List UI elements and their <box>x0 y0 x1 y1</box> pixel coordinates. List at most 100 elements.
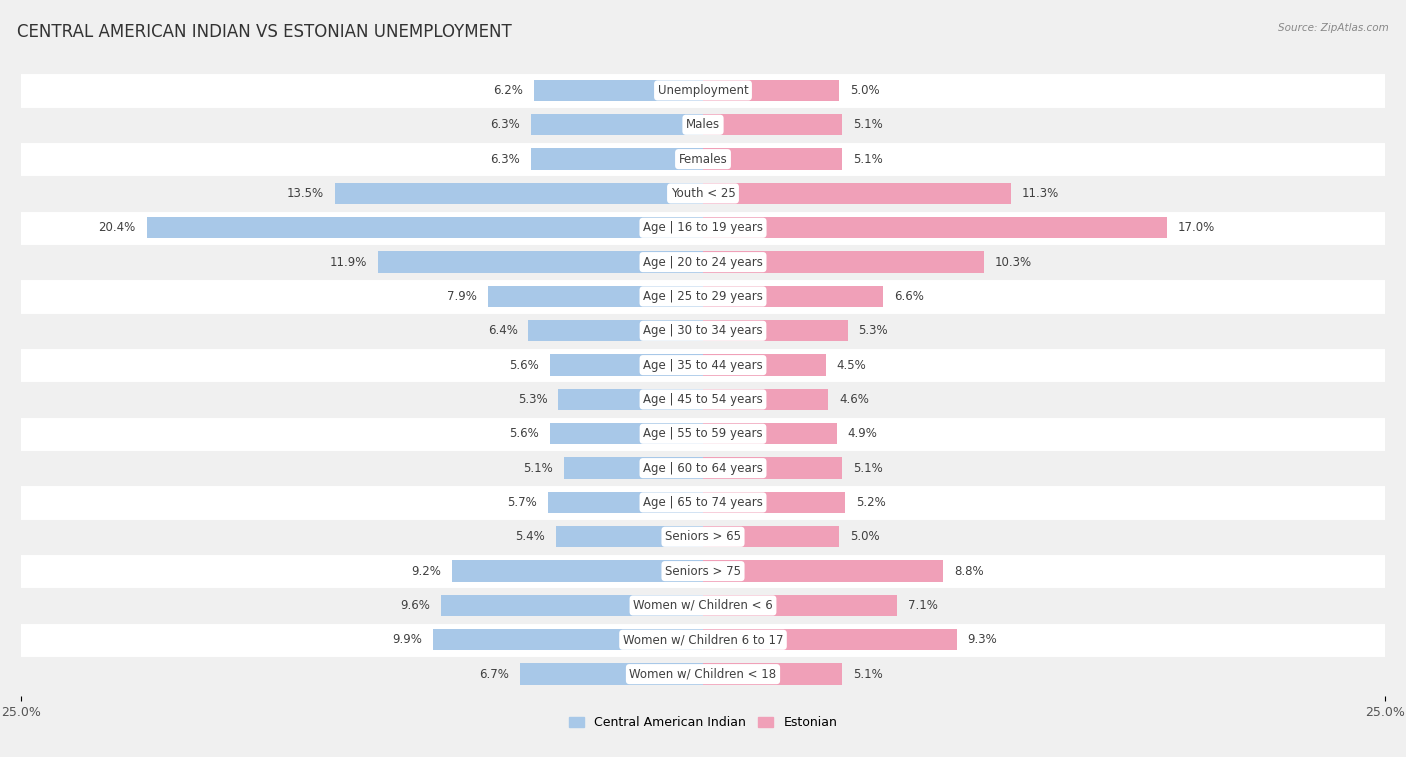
Bar <box>531 148 703 170</box>
Text: 5.1%: 5.1% <box>523 462 553 475</box>
Text: 5.1%: 5.1% <box>853 118 883 131</box>
Text: 7.1%: 7.1% <box>908 599 938 612</box>
Bar <box>453 560 703 582</box>
Bar <box>488 286 703 307</box>
Bar <box>21 210 1385 245</box>
Text: 7.9%: 7.9% <box>447 290 477 303</box>
Text: Age | 45 to 54 years: Age | 45 to 54 years <box>643 393 763 406</box>
Text: Age | 20 to 24 years: Age | 20 to 24 years <box>643 256 763 269</box>
Text: 9.3%: 9.3% <box>967 634 997 646</box>
Text: 6.4%: 6.4% <box>488 324 517 338</box>
Bar <box>703 492 845 513</box>
Bar <box>21 73 1385 107</box>
Text: 5.0%: 5.0% <box>851 531 880 544</box>
Text: Unemployment: Unemployment <box>658 84 748 97</box>
Bar <box>703 560 943 582</box>
Text: 11.9%: 11.9% <box>330 256 367 269</box>
Bar <box>703 629 956 650</box>
Text: Seniors > 75: Seniors > 75 <box>665 565 741 578</box>
Text: Women w/ Children < 18: Women w/ Children < 18 <box>630 668 776 681</box>
Text: Youth < 25: Youth < 25 <box>671 187 735 200</box>
Text: 5.1%: 5.1% <box>853 462 883 475</box>
Text: 10.3%: 10.3% <box>995 256 1032 269</box>
Bar <box>703 595 897 616</box>
Text: Source: ZipAtlas.com: Source: ZipAtlas.com <box>1278 23 1389 33</box>
Text: 4.5%: 4.5% <box>837 359 866 372</box>
Text: 5.2%: 5.2% <box>856 496 886 509</box>
Bar <box>335 182 703 204</box>
Text: 20.4%: 20.4% <box>98 221 135 234</box>
Bar <box>703 148 842 170</box>
Text: 4.6%: 4.6% <box>839 393 869 406</box>
Text: CENTRAL AMERICAN INDIAN VS ESTONIAN UNEMPLOYMENT: CENTRAL AMERICAN INDIAN VS ESTONIAN UNEM… <box>17 23 512 41</box>
Text: 6.2%: 6.2% <box>494 84 523 97</box>
Legend: Central American Indian, Estonian: Central American Indian, Estonian <box>564 711 842 734</box>
Bar <box>555 526 703 547</box>
Bar <box>550 354 703 375</box>
Bar <box>534 79 703 101</box>
Bar <box>703 389 828 410</box>
Text: 6.6%: 6.6% <box>894 290 924 303</box>
Bar <box>564 457 703 478</box>
Bar <box>21 657 1385 691</box>
Bar <box>703 251 984 273</box>
Bar <box>146 217 703 238</box>
Text: 6.3%: 6.3% <box>491 153 520 166</box>
Text: Women w/ Children 6 to 17: Women w/ Children 6 to 17 <box>623 634 783 646</box>
Text: 9.9%: 9.9% <box>392 634 422 646</box>
Bar <box>703 423 837 444</box>
Text: Age | 25 to 29 years: Age | 25 to 29 years <box>643 290 763 303</box>
Bar <box>703 286 883 307</box>
Text: Age | 30 to 34 years: Age | 30 to 34 years <box>643 324 763 338</box>
Text: 4.9%: 4.9% <box>848 427 877 441</box>
Bar <box>703 217 1167 238</box>
Text: Age | 65 to 74 years: Age | 65 to 74 years <box>643 496 763 509</box>
Text: Females: Females <box>679 153 727 166</box>
Bar <box>703 114 842 136</box>
Bar <box>703 526 839 547</box>
Text: 5.6%: 5.6% <box>509 359 540 372</box>
Bar <box>21 588 1385 622</box>
Text: 5.7%: 5.7% <box>508 496 537 509</box>
Text: 5.0%: 5.0% <box>851 84 880 97</box>
Bar <box>441 595 703 616</box>
Bar <box>531 114 703 136</box>
Text: 5.1%: 5.1% <box>853 153 883 166</box>
Bar <box>21 519 1385 554</box>
Text: 6.7%: 6.7% <box>479 668 509 681</box>
Bar <box>21 416 1385 451</box>
Bar <box>21 348 1385 382</box>
Text: Age | 55 to 59 years: Age | 55 to 59 years <box>643 427 763 441</box>
Bar <box>21 451 1385 485</box>
Bar <box>558 389 703 410</box>
Bar <box>703 182 1011 204</box>
Text: 5.1%: 5.1% <box>853 668 883 681</box>
Bar <box>21 176 1385 210</box>
Text: 5.3%: 5.3% <box>517 393 547 406</box>
Text: 11.3%: 11.3% <box>1022 187 1059 200</box>
Text: 5.4%: 5.4% <box>515 531 544 544</box>
Bar <box>703 354 825 375</box>
Text: 17.0%: 17.0% <box>1178 221 1215 234</box>
Text: 5.6%: 5.6% <box>509 427 540 441</box>
Text: 13.5%: 13.5% <box>287 187 323 200</box>
Text: 9.6%: 9.6% <box>401 599 430 612</box>
Bar <box>21 382 1385 416</box>
Bar <box>21 622 1385 657</box>
Bar <box>703 663 842 685</box>
Text: 6.3%: 6.3% <box>491 118 520 131</box>
Text: 8.8%: 8.8% <box>953 565 984 578</box>
Bar <box>21 313 1385 348</box>
Bar <box>550 423 703 444</box>
Bar <box>378 251 703 273</box>
Bar <box>21 554 1385 588</box>
Text: Age | 35 to 44 years: Age | 35 to 44 years <box>643 359 763 372</box>
Bar <box>21 245 1385 279</box>
Bar <box>529 320 703 341</box>
Text: Males: Males <box>686 118 720 131</box>
Bar <box>703 79 839 101</box>
Bar <box>547 492 703 513</box>
Text: Seniors > 65: Seniors > 65 <box>665 531 741 544</box>
Bar <box>703 320 848 341</box>
Text: Women w/ Children < 6: Women w/ Children < 6 <box>633 599 773 612</box>
